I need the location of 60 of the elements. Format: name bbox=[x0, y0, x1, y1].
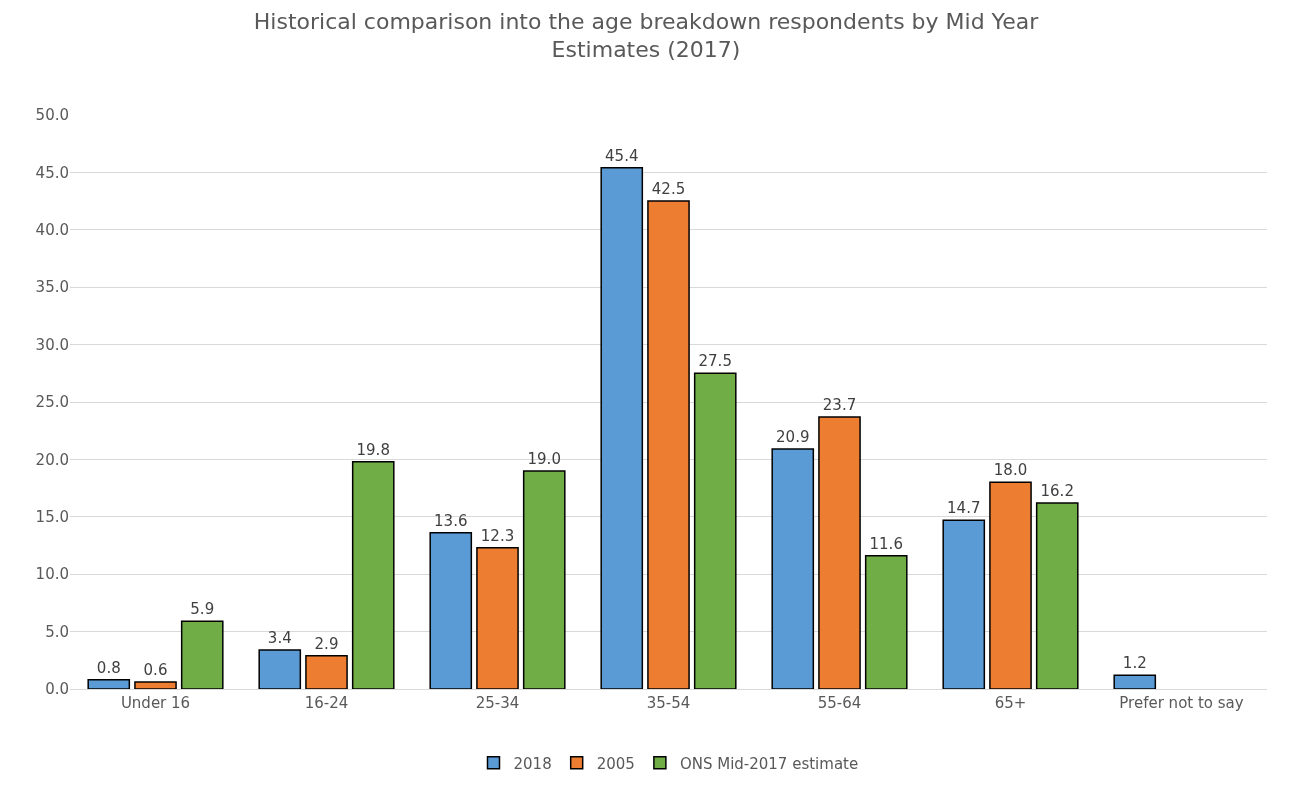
data-label: 20.9 bbox=[776, 428, 810, 447]
y-tick-label: 15.0 bbox=[35, 508, 69, 527]
x-tick-label: 35-54 bbox=[646, 694, 691, 712]
x-tick-label: 25-34 bbox=[475, 694, 520, 712]
data-label: 13.6 bbox=[434, 511, 468, 530]
bar bbox=[351, 460, 395, 689]
bar bbox=[476, 547, 519, 689]
data-label: 11.6 bbox=[869, 534, 903, 553]
data-label: 16.2 bbox=[1040, 482, 1074, 501]
chart-title: Historical comparison into the age breakdown respondents by Mid Year Estimates (2017) bbox=[253, 8, 1040, 63]
y-tick-label: 45.0 bbox=[35, 163, 69, 182]
bar bbox=[647, 200, 690, 689]
bar bbox=[134, 681, 177, 689]
legend-label: ONS Mid-2017 estimate bbox=[679, 754, 859, 773]
data-label: 14.7 bbox=[947, 499, 981, 518]
data-label: 23.7 bbox=[822, 395, 857, 414]
data-label: 18.0 bbox=[993, 461, 1028, 480]
y-tick-label: 5.0 bbox=[45, 622, 69, 641]
y-tick-label: 10.0 bbox=[35, 565, 69, 584]
bar bbox=[1035, 502, 1079, 689]
bar bbox=[942, 519, 986, 689]
data-label: 1.2 bbox=[1122, 654, 1147, 673]
data-label: 19.8 bbox=[356, 440, 390, 459]
data-label: 0.8 bbox=[96, 658, 121, 677]
y-tick-label: 35.0 bbox=[35, 278, 69, 297]
data-label: 0.6 bbox=[143, 661, 168, 680]
y-tick-label: 20.0 bbox=[35, 450, 69, 469]
bar bbox=[305, 654, 348, 689]
data-label: 45.4 bbox=[605, 146, 639, 165]
data-label: 19.0 bbox=[527, 449, 561, 468]
bar bbox=[600, 167, 644, 689]
bar bbox=[429, 532, 473, 689]
bar bbox=[818, 416, 861, 689]
y-tick-label: 0.0 bbox=[45, 680, 69, 699]
data-label: 2.9 bbox=[314, 634, 339, 653]
x-tick-label: 55-64 bbox=[817, 694, 862, 712]
legend-label: 2018 bbox=[513, 754, 552, 773]
bar bbox=[522, 470, 566, 689]
y-tick-label: 25.0 bbox=[35, 393, 69, 412]
legend-label: 2005 bbox=[596, 754, 635, 773]
data-label: 27.5 bbox=[698, 352, 732, 371]
data-label: 3.4 bbox=[267, 628, 292, 647]
x-tick-label: 16-24 bbox=[304, 694, 349, 712]
bar bbox=[864, 555, 908, 689]
data-label: 5.9 bbox=[190, 600, 215, 619]
x-tick-label: 65+ bbox=[994, 694, 1027, 712]
y-tick-label: 40.0 bbox=[35, 221, 69, 240]
y-tick-label: 30.0 bbox=[35, 335, 69, 354]
data-label: 42.5 bbox=[651, 180, 686, 199]
y-tick-label: 50.0 bbox=[35, 106, 69, 125]
bar bbox=[989, 481, 1032, 689]
bar bbox=[180, 620, 224, 689]
bar bbox=[693, 372, 737, 689]
bar bbox=[1113, 674, 1157, 689]
data-label: 12.3 bbox=[480, 526, 515, 545]
x-tick-label: Under 16 bbox=[120, 694, 191, 712]
bar bbox=[87, 679, 131, 689]
bar bbox=[258, 649, 302, 689]
x-tick-label: Prefer not to say bbox=[1119, 694, 1244, 712]
bar bbox=[771, 448, 815, 689]
